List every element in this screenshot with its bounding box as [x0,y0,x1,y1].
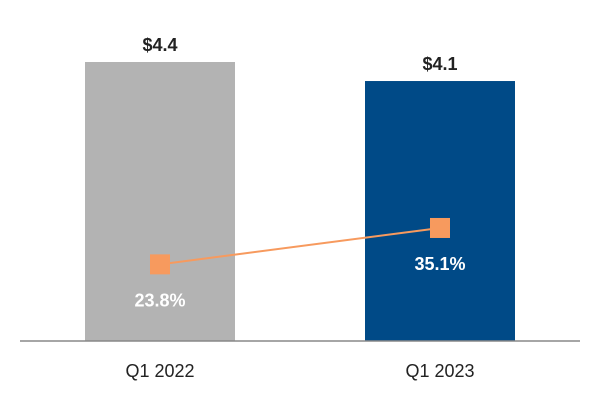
line-value-label-2: 35.1% [414,254,465,274]
line-marker-2 [430,217,450,238]
bar-value-labels: $4.4 $4.1 [142,35,457,74]
x-tick-labels: Q1 2022 Q1 2023 [125,361,474,381]
x-tick-label-2: Q1 2023 [405,361,474,381]
bar-value-label-2: $4.1 [422,54,457,74]
bar-1 [85,62,235,341]
line-marker-1 [150,254,170,275]
x-tick-label-1: Q1 2022 [125,361,194,381]
line-value-labels: 23.8% 35.1% [134,254,465,310]
bar-2 [365,81,515,341]
bar-value-label-1: $4.4 [142,35,177,55]
line-path [159,226,441,266]
line-value-label-1: 23.8% [134,290,185,310]
line-series [150,217,450,275]
bar-series [85,62,515,341]
